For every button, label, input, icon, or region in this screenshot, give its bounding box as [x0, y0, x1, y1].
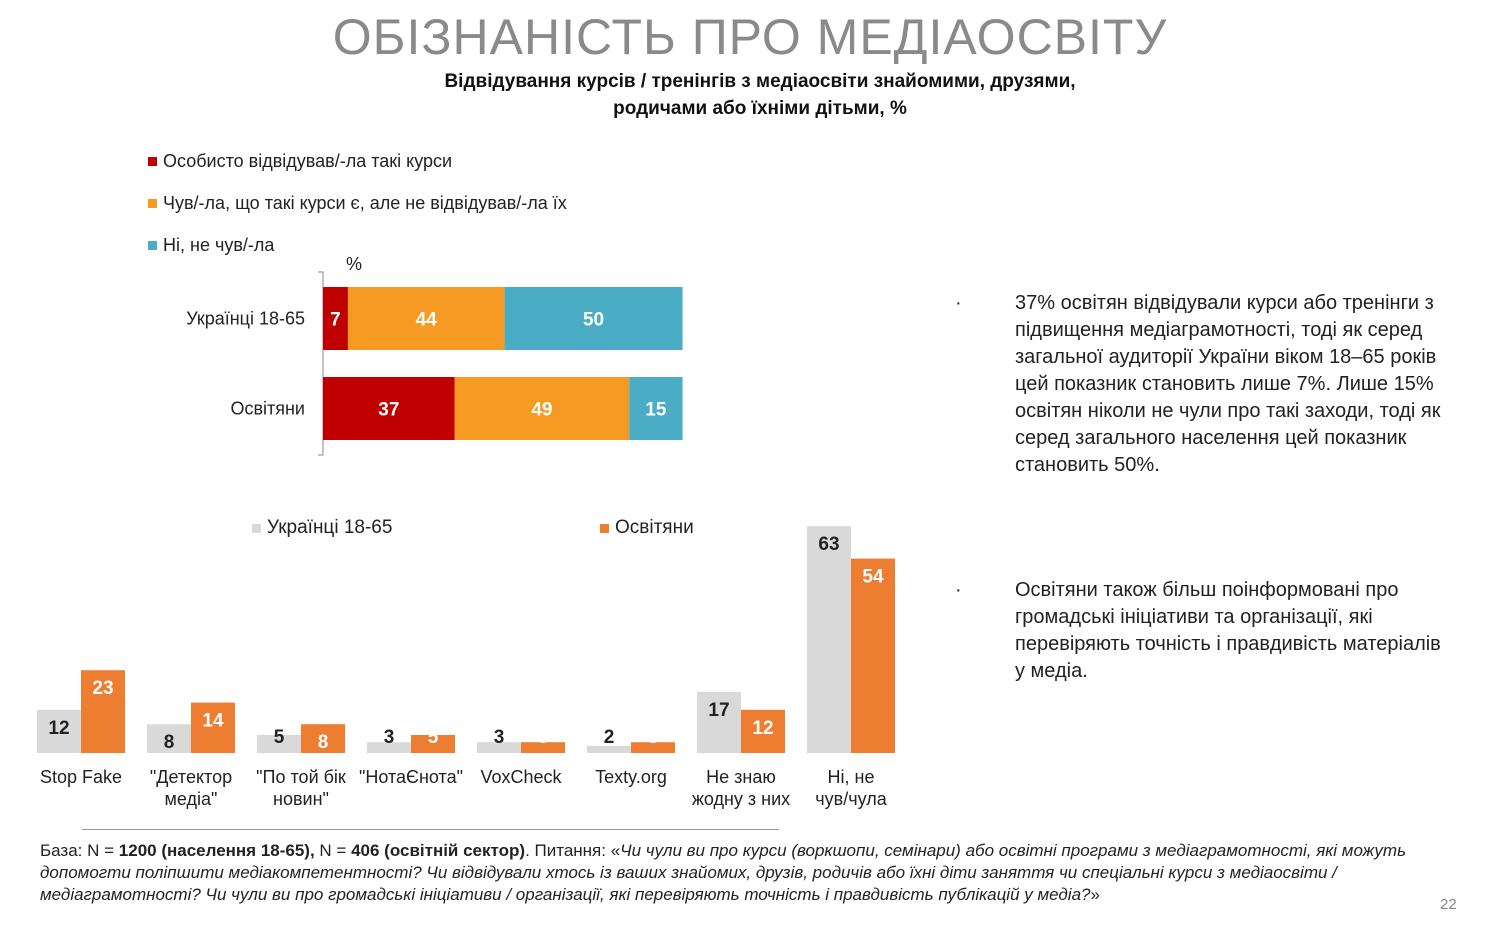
stacked-bar-segment — [629, 377, 683, 440]
data-label: 17 — [708, 700, 729, 721]
legend-item-personally: Особисто відвідував/-ла такі курси — [148, 140, 567, 182]
bullet-marker: · — [955, 579, 962, 601]
data-label: 8 — [318, 732, 329, 753]
bar — [191, 702, 235, 753]
bar — [631, 742, 675, 753]
data-label: 3 — [648, 727, 659, 748]
footer-text: База: N = — [40, 841, 119, 860]
bar — [301, 724, 345, 753]
data-label: 63 — [818, 534, 839, 555]
stacked-bar-segment — [323, 377, 455, 440]
footer-bold: 1200 (населення 18-65), — [118, 841, 315, 860]
unit-label: % — [346, 254, 363, 274]
bar — [851, 558, 895, 753]
data-label: 2 — [604, 727, 615, 748]
category-label: чув/чула — [815, 789, 887, 809]
bar-legend-item-educators: Освітяни — [600, 517, 694, 539]
footer-bold: 406 (освітній сектор) — [351, 841, 526, 860]
stacked-chart-legend: Особисто відвідував/-ла такі курси Чув/-… — [148, 140, 567, 266]
footer-note: База: N = 1200 (населення 18-65), N = 40… — [40, 840, 1460, 906]
legend-swatch-orange — [600, 523, 609, 533]
data-label: 15 — [645, 400, 667, 421]
data-label: 3 — [384, 727, 395, 748]
data-label: 12 — [752, 718, 773, 739]
category-label: медіа" — [165, 789, 218, 809]
legend-item-heard: Чув/-ла, що такі курси є, але не відвіду… — [148, 182, 567, 224]
legend-label: Ні, не чув/-ла — [163, 234, 275, 255]
category-label: "По той бік — [256, 767, 346, 787]
bar — [697, 691, 741, 753]
legend-item-not-heard: Ні, не чув/-ла — [148, 224, 567, 266]
category-label: "Детектор — [150, 767, 232, 787]
category-label: Не знаю — [706, 767, 776, 787]
stacked-bar-segment — [454, 377, 630, 440]
finding-text: 37% освітян відвідували курси або тренін… — [1015, 292, 1441, 476]
bar — [257, 735, 301, 753]
data-label: 5 — [274, 727, 285, 748]
data-label: 3 — [494, 727, 505, 748]
stacked-bar-segment — [504, 287, 683, 350]
data-label: 49 — [531, 400, 552, 421]
data-label: 7 — [330, 310, 341, 331]
data-label: 12 — [48, 718, 69, 739]
bar — [477, 742, 521, 753]
category-label: Texty.org — [595, 767, 667, 787]
chart-subtitle: Відвідування курсів / тренінгів з медіао… — [360, 68, 1160, 122]
category-axis — [318, 271, 324, 456]
legend-swatch-orange — [148, 198, 157, 208]
footer-question: Чи чули ви про курси (воркшопи, семінари… — [40, 841, 1407, 904]
finding-1: · 37% освітян відвідували курси або трен… — [955, 290, 1455, 479]
footer-text: » — [1090, 885, 1100, 904]
bar — [411, 735, 455, 753]
finding-text: Освітяни також більш поінформовані про г… — [1015, 579, 1441, 682]
stacked-bar-segment — [347, 287, 505, 350]
category-label: Ні, не — [828, 767, 875, 787]
category-label: VoxCheck — [480, 767, 562, 787]
legend-label: Українці 18-65 — [267, 517, 393, 538]
page-title: ОБІЗНАНІСТЬ ПРО МЕДІАОСВІТУ — [332, 9, 1168, 65]
bar — [741, 709, 785, 753]
bar — [37, 709, 81, 753]
data-label: 37 — [378, 400, 399, 421]
category-label: Stop Fake — [40, 767, 122, 787]
data-label: 5 — [428, 727, 439, 748]
category-label: "НотаЄнота" — [359, 767, 463, 787]
data-label: 23 — [92, 678, 113, 699]
data-label: 50 — [583, 310, 604, 331]
footer-text: N = — [314, 841, 352, 860]
data-label: 54 — [862, 567, 884, 588]
legend-swatch-teal — [148, 240, 157, 250]
data-label: 3 — [538, 727, 549, 748]
legend-label: Чув/-ла, що такі курси є, але не відвіду… — [163, 192, 567, 213]
footer-text: . Питання: « — [525, 841, 621, 860]
bar — [147, 724, 191, 753]
bar-legend-item-ukrainians: Українці 18-65 — [252, 517, 392, 539]
page-number: 22 — [1440, 896, 1457, 913]
category-label: Українці 18-65 — [186, 309, 305, 329]
bar — [521, 742, 565, 753]
data-label: 14 — [202, 711, 224, 732]
finding-2: · Освітяни також більш поінформовані про… — [955, 577, 1455, 685]
subtitle-line-1: Відвідування курсів / тренінгів з медіао… — [444, 71, 1076, 92]
subtitle-line-2: родичами або їхніми дітьми, % — [613, 98, 907, 119]
key-findings: · 37% освітян відвідували курси або трен… — [955, 290, 1455, 685]
legend-label: Освітяни — [615, 517, 694, 538]
data-label: 44 — [416, 310, 438, 331]
category-label: жодну з них — [692, 789, 790, 809]
legend-swatch-gray — [252, 523, 261, 533]
bullet-marker: · — [955, 292, 962, 314]
legend-label: Особисто відвідував/-ла такі курси — [163, 150, 453, 171]
stacked-bar-segment — [323, 287, 348, 350]
data-label: 8 — [164, 732, 175, 753]
bar — [81, 670, 125, 753]
category-label: новин" — [273, 789, 329, 809]
bar — [367, 742, 411, 753]
bar — [807, 526, 851, 753]
bar — [587, 745, 631, 753]
legend-swatch-red — [148, 156, 157, 166]
category-label: Освітяни — [230, 399, 305, 419]
footer-divider — [82, 829, 779, 830]
